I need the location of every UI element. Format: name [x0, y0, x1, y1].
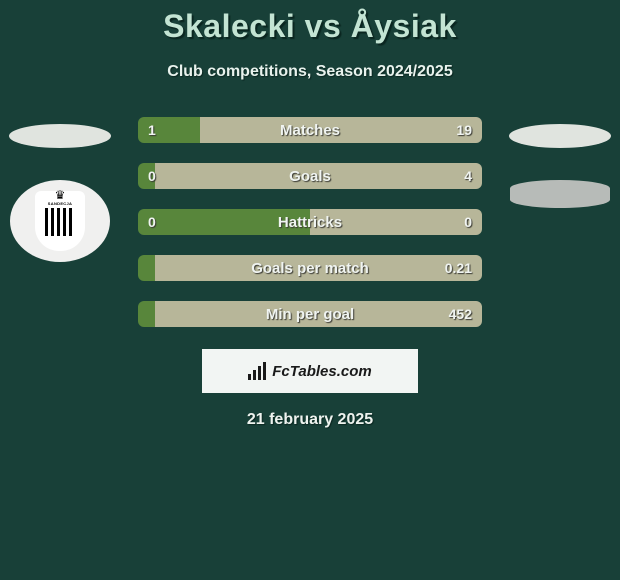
club-logo-left: ♛ SANDECJA: [10, 180, 110, 262]
bar-segment-left: [138, 163, 155, 189]
bar-segment-right: [155, 255, 482, 281]
comparison-row: Matches119: [138, 117, 482, 143]
brand-text: FcTables.com: [272, 363, 371, 380]
crest-label: SANDECJA: [48, 201, 72, 206]
bar-segment-left: [138, 255, 155, 281]
player-avatar-left: [9, 124, 111, 148]
comparison-row: Goals04: [138, 163, 482, 189]
bar-segment-left: [138, 117, 200, 143]
comparison-row: Hattricks00: [138, 209, 482, 235]
bar-segment-right: [155, 301, 482, 327]
stripes-icon: [45, 208, 75, 236]
club-logo-right: [510, 180, 610, 262]
comparison-row: Min per goal452: [138, 301, 482, 327]
bar-segment-left: [138, 209, 310, 235]
bar-segment-left: [138, 301, 155, 327]
bar-segment-right: [155, 163, 482, 189]
page-title: Skalecki vs Åysiak: [0, 0, 620, 45]
comparison-row: Goals per match0.21: [138, 255, 482, 281]
crown-icon: ♛: [55, 189, 66, 201]
footer-date: 21 february 2025: [0, 411, 620, 429]
bar-segment-right: [310, 209, 482, 235]
comparison-bars: Matches119 Goals04 Hattricks00 Goals per ma…: [138, 117, 482, 327]
page-subtitle: Club competitions, Season 2024/2025: [0, 63, 620, 81]
bar-segment-right: [200, 117, 482, 143]
player-avatar-right: [509, 124, 611, 148]
brand-box: FcTables.com: [202, 349, 418, 393]
brand-chart-icon: [248, 362, 268, 380]
crest-icon: ♛ SANDECJA: [35, 191, 85, 251]
